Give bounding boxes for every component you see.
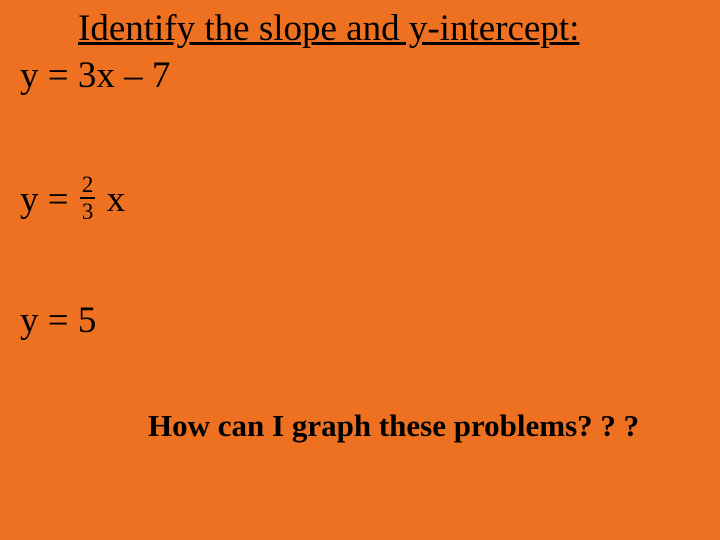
slide: Identify the slope and y-intercept: y = … (0, 0, 720, 540)
fraction-denominator: 3 (80, 197, 96, 223)
equation-1: y = 3x – 7 (20, 54, 170, 97)
equation-2: y = 2 3 x (20, 174, 125, 224)
equation-2-fraction: 2 3 (80, 173, 96, 223)
fraction-numerator: 2 (80, 173, 96, 197)
equation-3: y = 5 (20, 299, 96, 342)
footer-question: How can I graph these problems? ? ? (148, 408, 639, 444)
equation-2-prefix: y = (20, 178, 69, 221)
slide-title: Identify the slope and y-intercept: (78, 7, 579, 50)
equation-2-suffix: x (107, 178, 126, 221)
